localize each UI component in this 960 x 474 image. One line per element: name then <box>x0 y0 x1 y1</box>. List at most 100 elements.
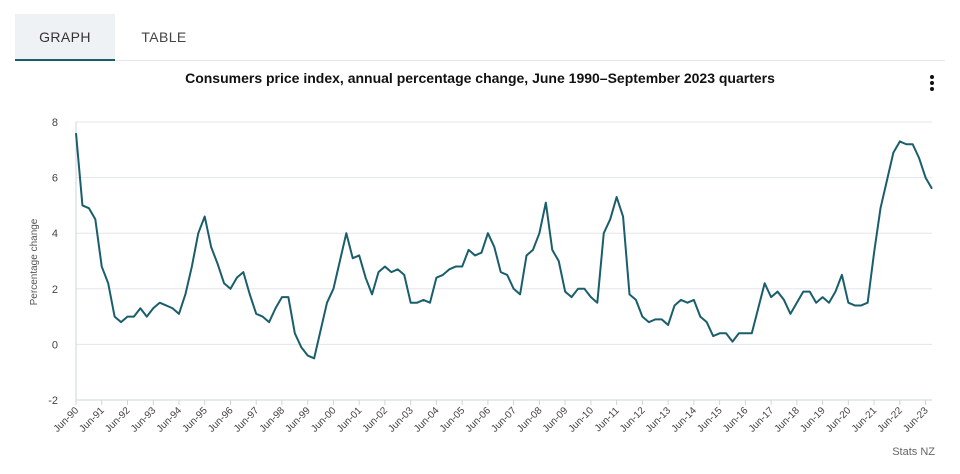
data-point[interactable] <box>478 250 484 256</box>
data-point[interactable] <box>150 305 156 311</box>
data-point[interactable] <box>903 141 909 147</box>
data-point[interactable] <box>234 275 240 281</box>
data-point[interactable] <box>511 286 517 292</box>
data-point[interactable] <box>916 155 922 161</box>
data-point[interactable] <box>704 319 710 325</box>
data-point[interactable] <box>684 300 690 306</box>
data-point[interactable] <box>195 230 201 236</box>
vertical-ellipsis-icon[interactable] <box>922 72 942 94</box>
data-point[interactable] <box>485 230 491 236</box>
data-point[interactable] <box>273 305 279 311</box>
data-point[interactable] <box>363 275 369 281</box>
data-point[interactable] <box>285 294 291 300</box>
data-point[interactable] <box>324 300 330 306</box>
data-point[interactable] <box>427 300 433 306</box>
data-point[interactable] <box>697 314 703 320</box>
data-point[interactable] <box>723 330 729 336</box>
data-point[interactable] <box>929 186 935 192</box>
data-point[interactable] <box>253 311 259 317</box>
data-point[interactable] <box>414 300 420 306</box>
data-point[interactable] <box>627 291 633 297</box>
data-point[interactable] <box>878 205 884 211</box>
data-point[interactable] <box>890 150 896 156</box>
data-point[interactable] <box>826 300 832 306</box>
data-point[interactable] <box>807 289 813 295</box>
data-point[interactable] <box>421 297 427 303</box>
data-point[interactable] <box>395 266 401 272</box>
data-point[interactable] <box>446 266 452 272</box>
data-point[interactable] <box>99 264 105 270</box>
data-point[interactable] <box>118 319 124 325</box>
data-point[interactable] <box>536 230 542 236</box>
data-point[interactable] <box>266 319 272 325</box>
data-point[interactable] <box>491 244 497 250</box>
tab-table[interactable]: TABLE <box>141 29 187 45</box>
data-point[interactable] <box>659 316 665 322</box>
data-point[interactable] <box>86 205 92 211</box>
data-point[interactable] <box>466 247 472 253</box>
data-point[interactable] <box>691 297 697 303</box>
data-point[interactable] <box>871 250 877 256</box>
data-point[interactable] <box>729 339 735 345</box>
data-point[interactable] <box>813 300 819 306</box>
data-point[interactable] <box>79 202 85 208</box>
data-point[interactable] <box>137 305 143 311</box>
data-point[interactable] <box>794 300 800 306</box>
data-point[interactable] <box>202 214 208 220</box>
data-point[interactable] <box>923 175 929 181</box>
data-point[interactable] <box>672 302 678 308</box>
tab-graph[interactable]: GRAPH <box>15 14 115 61</box>
data-point[interactable] <box>717 330 723 336</box>
data-point[interactable] <box>112 314 118 320</box>
data-point[interactable] <box>581 286 587 292</box>
data-point[interactable] <box>762 280 768 286</box>
data-point[interactable] <box>343 230 349 236</box>
data-point[interactable] <box>318 328 324 334</box>
data-point[interactable] <box>73 130 79 136</box>
data-point[interactable] <box>710 333 716 339</box>
data-point[interactable] <box>227 286 233 292</box>
data-point[interactable] <box>781 297 787 303</box>
data-point[interactable] <box>884 177 890 183</box>
data-point[interactable] <box>633 297 639 303</box>
data-point[interactable] <box>845 300 851 306</box>
data-point[interactable] <box>208 244 214 250</box>
data-point[interactable] <box>92 216 98 222</box>
data-point[interactable] <box>163 302 169 308</box>
data-point[interactable] <box>517 291 523 297</box>
data-point[interactable] <box>170 305 176 311</box>
data-point[interactable] <box>620 214 626 220</box>
data-point[interactable] <box>369 291 375 297</box>
data-point[interactable] <box>330 286 336 292</box>
data-point[interactable] <box>382 264 388 270</box>
data-point[interactable] <box>157 300 163 306</box>
data-point[interactable] <box>221 280 227 286</box>
data-point[interactable] <box>408 300 414 306</box>
data-point[interactable] <box>375 269 381 275</box>
data-point[interactable] <box>131 314 137 320</box>
data-point[interactable] <box>556 258 562 264</box>
data-point[interactable] <box>562 289 568 295</box>
data-point[interactable] <box>768 294 774 300</box>
data-point[interactable] <box>176 311 182 317</box>
data-point[interactable] <box>665 322 671 328</box>
data-point[interactable] <box>755 305 761 311</box>
data-point[interactable] <box>575 286 581 292</box>
data-point[interactable] <box>504 272 510 278</box>
data-point[interactable] <box>646 319 652 325</box>
data-point[interactable] <box>820 294 826 300</box>
data-point[interactable] <box>530 247 536 253</box>
data-point[interactable] <box>865 300 871 306</box>
data-point[interactable] <box>800 289 806 295</box>
data-point[interactable] <box>839 272 845 278</box>
data-point[interactable] <box>549 247 555 253</box>
data-point[interactable] <box>124 314 130 320</box>
data-point[interactable] <box>215 261 221 267</box>
data-point[interactable] <box>910 141 916 147</box>
data-point[interactable] <box>749 330 755 336</box>
data-point[interactable] <box>569 294 575 300</box>
data-point[interactable] <box>433 275 439 281</box>
data-point[interactable] <box>614 194 620 200</box>
data-point[interactable] <box>182 291 188 297</box>
data-point[interactable] <box>498 269 504 275</box>
